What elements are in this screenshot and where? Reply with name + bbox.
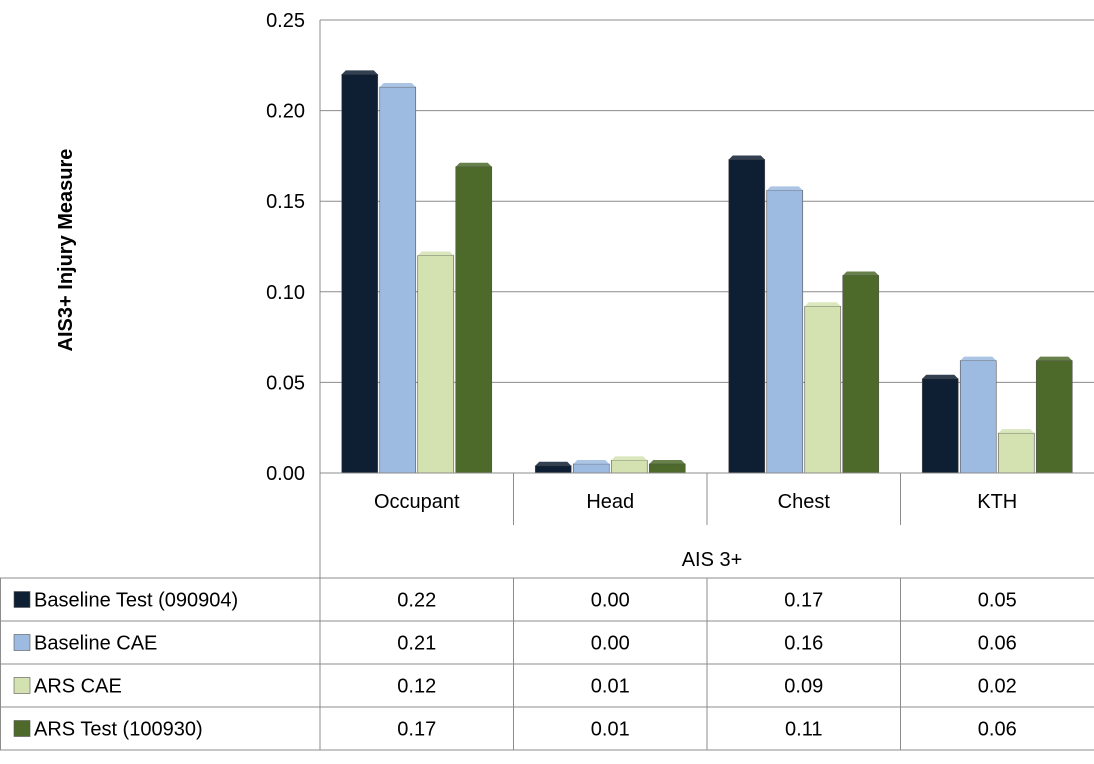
x-axis-label: AIS 3+	[682, 549, 743, 571]
bar-top	[455, 162, 492, 167]
bar-top	[922, 374, 959, 379]
table-cell: 0.17	[397, 719, 436, 741]
legend-swatch	[13, 677, 31, 694]
bar-1-3	[648, 463, 686, 474]
legend-swatch	[13, 720, 31, 737]
bar-2-3	[842, 275, 880, 474]
bar-top	[573, 459, 610, 464]
category-label: Chest	[778, 491, 831, 513]
legend-label: Baseline Test (090904)	[34, 590, 238, 612]
table-cell: 0.02	[978, 676, 1017, 698]
bar-top	[611, 456, 648, 461]
bar-top	[379, 83, 416, 88]
table-cell: 0.21	[397, 633, 436, 655]
bar-3-2	[997, 432, 1035, 474]
bar-1-2	[610, 460, 648, 474]
legend-label: ARS Test (100930)	[34, 719, 203, 741]
bar-top	[417, 251, 454, 256]
y-axis-label: AIS3+ Injury Measure	[55, 149, 77, 352]
bar-1-1	[572, 463, 610, 474]
table-cell: 0.05	[978, 590, 1017, 612]
y-tick-label: 0.00	[266, 463, 305, 485]
table-cell: 0.16	[784, 633, 823, 655]
category-label: Occupant	[374, 491, 460, 513]
table-cell: 0.00	[591, 633, 630, 655]
y-tick-label: 0.20	[266, 101, 305, 123]
bar-3-1	[959, 360, 997, 474]
bar-top	[728, 155, 765, 160]
bar-0-2	[417, 255, 455, 474]
bar-top	[766, 186, 803, 191]
bar-top	[842, 271, 879, 276]
bar-top	[998, 429, 1035, 434]
table-cell: 0.06	[978, 719, 1017, 741]
bar-top	[535, 461, 572, 466]
bar-3-3	[1035, 360, 1073, 474]
bar-1-0	[534, 465, 572, 474]
table-cell: 0.01	[591, 676, 630, 698]
bar-top	[1036, 356, 1073, 361]
table-cell: 0.11	[785, 719, 822, 741]
legend-swatch	[13, 591, 31, 608]
table-cell: 0.06	[978, 633, 1017, 655]
table-cell: 0.22	[397, 590, 436, 612]
category-label: Head	[586, 491, 634, 513]
y-tick-label: 0.25	[266, 10, 305, 32]
bar-2-0	[728, 159, 766, 474]
bar-3-0	[921, 378, 959, 474]
table-cell: 0.12	[397, 676, 436, 698]
table-cell: 0.01	[591, 719, 630, 741]
y-tick-label: 0.15	[266, 191, 305, 213]
y-tick-label: 0.10	[266, 282, 305, 304]
category-label: KTH	[977, 491, 1017, 513]
bar-top	[341, 70, 378, 75]
legend-swatch	[13, 634, 31, 651]
bar-2-2	[804, 305, 842, 474]
bar-0-3	[455, 166, 493, 474]
bar-top	[649, 459, 686, 464]
bar-0-0	[341, 74, 379, 474]
table-cell: 0.09	[784, 676, 823, 698]
legend-label: Baseline CAE	[34, 633, 157, 655]
bar-top	[804, 302, 841, 307]
y-tick-label: 0.05	[266, 372, 305, 394]
bar-0-1	[379, 86, 417, 474]
table-cell: 0.00	[591, 590, 630, 612]
bar-2-1	[766, 190, 804, 474]
bar-top	[960, 356, 997, 361]
table-cell: 0.17	[784, 590, 823, 612]
legend-label: ARS CAE	[34, 676, 122, 698]
